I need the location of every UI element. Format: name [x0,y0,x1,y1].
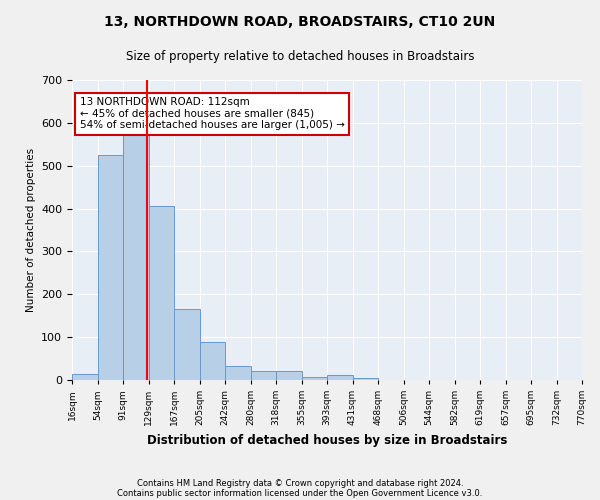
Bar [97,155,123,380]
Text: Contains public sector information licensed under the Open Government Licence v3: Contains public sector information licen… [118,488,482,498]
Bar [149,206,174,380]
Bar [276,370,302,380]
Y-axis label: Number of detached properties: Number of detached properties [26,148,35,312]
Bar [302,376,327,380]
Text: 13, NORTHDOWN ROAD, BROADSTAIRS, CT10 2UN: 13, NORTHDOWN ROAD, BROADSTAIRS, CT10 2U… [104,15,496,29]
Bar [199,342,225,380]
Bar [225,366,251,380]
Bar [72,374,97,380]
Text: Contains HM Land Registry data © Crown copyright and database right 2024.: Contains HM Land Registry data © Crown c… [137,478,463,488]
Bar [174,310,199,380]
Bar [327,375,353,380]
Bar [353,378,378,380]
Text: 13 NORTHDOWN ROAD: 112sqm
← 45% of detached houses are smaller (845)
54% of semi: 13 NORTHDOWN ROAD: 112sqm ← 45% of detac… [80,97,344,130]
Bar [123,132,149,380]
Text: Size of property relative to detached houses in Broadstairs: Size of property relative to detached ho… [126,50,474,63]
Bar [251,372,276,380]
X-axis label: Distribution of detached houses by size in Broadstairs: Distribution of detached houses by size … [147,434,507,446]
